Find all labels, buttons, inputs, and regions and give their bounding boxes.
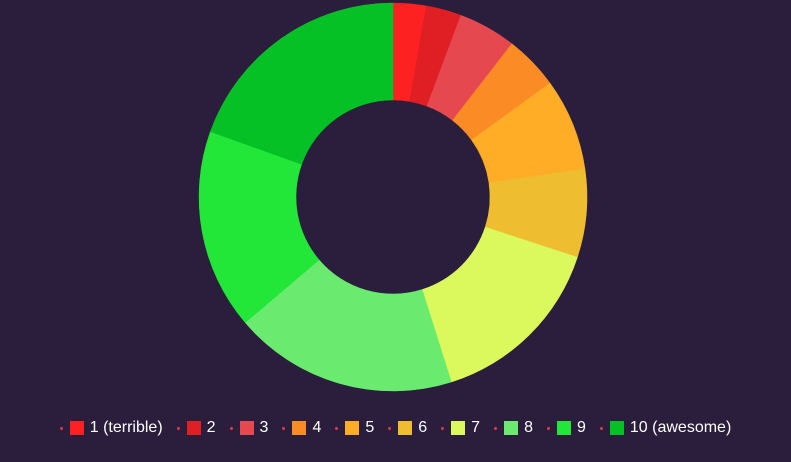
legend-swatch: [504, 421, 519, 435]
slice-8[interactable]: [244, 259, 452, 392]
legend-bullet-icon: [282, 426, 286, 430]
legend-swatch: [556, 421, 571, 435]
legend-label: 3: [259, 419, 269, 436]
legend-swatch: [186, 421, 201, 435]
legend-bullet-icon: [176, 426, 180, 430]
legend-swatch: [345, 421, 360, 435]
legend-bullet-icon: [335, 426, 339, 430]
legend-item-6[interactable]: 6: [388, 419, 427, 437]
legend-item-9[interactable]: 9: [546, 419, 586, 437]
legend-label: 8: [524, 419, 533, 436]
legend-item-8[interactable]: 8: [494, 419, 533, 437]
legend-bullet-icon: [494, 426, 498, 430]
legend-swatch: [69, 421, 84, 435]
legend-swatch: [292, 421, 307, 435]
legend-swatch: [239, 421, 254, 435]
slice-10[interactable]: [210, 2, 394, 165]
legend-item-5[interactable]: 5: [335, 419, 374, 437]
legend-bullet-icon: [441, 426, 445, 430]
legend-label: 4: [312, 419, 322, 436]
legend-label: 10 (awesome): [629, 419, 732, 436]
legend-label: 1 (terrible): [89, 419, 163, 436]
legend-swatch: [451, 421, 466, 435]
legend-bullet-icon: [599, 426, 603, 430]
legend-label: 9: [576, 419, 586, 436]
legend-bullet-icon: [388, 426, 392, 430]
legend-item-7[interactable]: 7: [441, 419, 480, 437]
legend-item-1[interactable]: 1 (terrible): [59, 419, 163, 437]
legend-item-2[interactable]: 2: [176, 419, 216, 437]
legend-swatch: [609, 421, 624, 435]
legend-label: 6: [418, 419, 428, 436]
legend-bullet-icon: [229, 426, 233, 430]
slice-9[interactable]: [198, 131, 320, 323]
legend-item-4[interactable]: 4: [282, 419, 321, 437]
chart-legend: 1 (terrible) 2 3 4 5 6 7 8 9 10 (awesome): [0, 414, 791, 442]
legend-bullet-icon: [546, 426, 550, 430]
legend-item-10[interactable]: 10 (awesome): [599, 419, 732, 437]
legend-label: 7: [471, 419, 481, 436]
legend-swatch: [398, 421, 413, 435]
legend-label: 5: [365, 419, 375, 436]
legend-label: 2: [206, 419, 216, 436]
slice-7[interactable]: [421, 226, 578, 383]
legend-bullet-icon: [59, 426, 63, 430]
legend-item-3[interactable]: 3: [229, 419, 269, 437]
